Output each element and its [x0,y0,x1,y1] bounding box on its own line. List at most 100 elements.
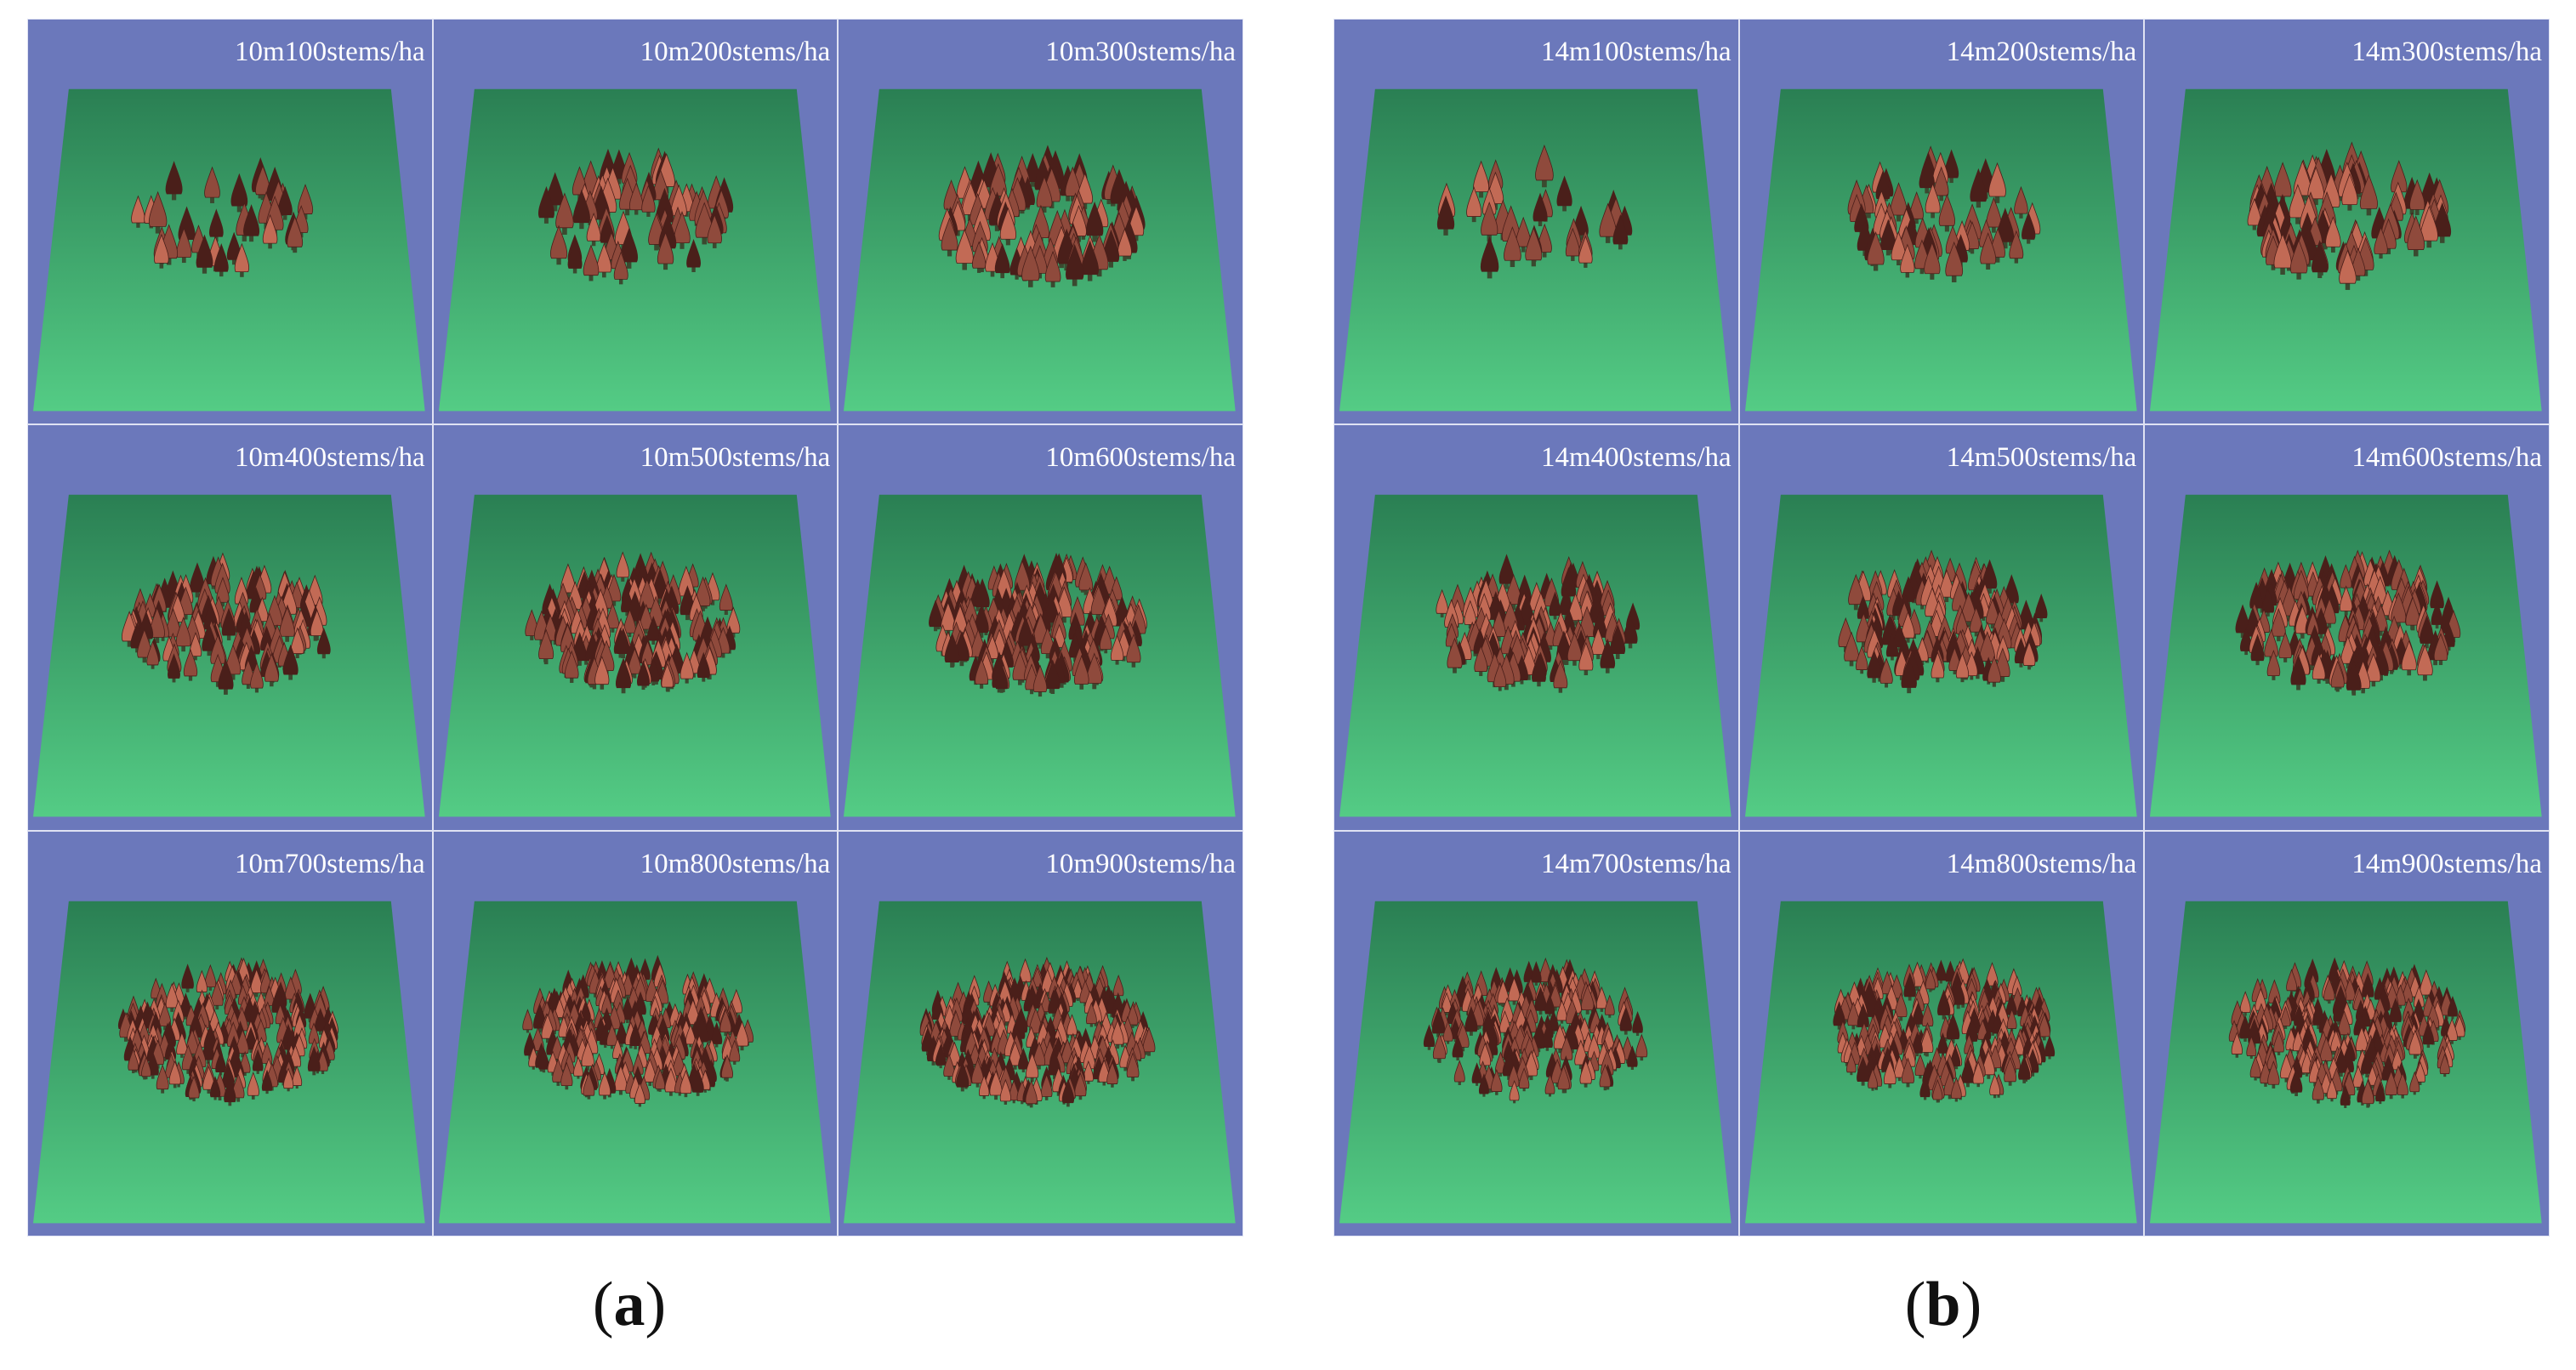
stand-label: 10m200stems/ha [640,37,831,67]
tree [1481,201,1498,236]
tree [264,985,275,1006]
tree [646,616,660,641]
tree [572,189,590,224]
tree [176,227,192,258]
stand-render-10m-300: 10m300stems/ha [838,19,1243,425]
tree [234,242,250,273]
tree [210,980,224,1006]
tree [697,651,710,679]
tree [720,1054,733,1078]
tree [1987,656,2001,683]
tree [1879,219,1896,251]
tree [1901,1057,1914,1083]
tree [2434,633,2448,662]
tree [283,1067,294,1089]
tree [2397,1072,2409,1095]
stand-scene [438,88,831,412]
tree [2407,215,2425,250]
tree [1127,1051,1140,1077]
tree [250,968,263,993]
stand-scene [1339,495,1732,817]
stand-scene [1744,495,2137,817]
tree [2320,1036,2334,1061]
tree [1492,609,1506,638]
stand-scene [32,495,425,817]
tree [1553,660,1568,689]
tree [1531,960,1542,983]
tree [1901,611,1915,639]
tree [1867,1067,1878,1089]
tree-group [1436,554,1641,694]
tree [1033,1041,1046,1066]
tree [2246,1035,2257,1056]
tree [2415,1060,2426,1083]
tree [1471,1061,1482,1083]
tree [1568,593,1583,622]
tree [1447,637,1463,668]
tree [1595,986,1607,1009]
stand-scene [2150,88,2543,412]
tree [685,998,700,1025]
tree [1937,1032,1948,1054]
tree [1903,971,1916,997]
tree [2351,247,2366,276]
tree [680,651,694,679]
tree [2290,1067,2303,1093]
tree [2280,1053,2294,1078]
tree [218,658,234,690]
tree [1579,1059,1592,1084]
panel-b-grid: 14m100stems/ha 14m200stems/ha 14m300stems/… [1333,19,2551,1236]
tree [1912,1001,1924,1025]
tree [189,632,202,657]
tree [1914,1053,1925,1076]
stand-label: 14m700stems/ha [1541,848,1732,879]
stand-scene [438,495,831,817]
tree [1600,639,1616,669]
tree [643,1057,656,1083]
tree [154,233,169,264]
tree [1856,1055,1869,1082]
tree [1559,588,1573,616]
tree [1498,554,1515,584]
tree [2340,1084,2351,1106]
tree [629,1022,641,1046]
tree [2312,652,2326,680]
tree [1508,976,1521,1001]
tree [2312,240,2329,273]
tree [2352,1064,2364,1088]
tree [1000,207,1017,240]
tree [1986,196,2002,228]
tree [1045,659,1061,690]
tree [661,662,674,688]
tree [532,1002,546,1029]
tree [165,161,183,195]
tree [1979,232,1996,264]
tree [2431,600,2443,626]
tree [2334,1047,2348,1073]
tree [521,1008,533,1030]
ground-plane [438,901,831,1224]
tree-group [919,956,1156,1108]
tree [2232,1031,2243,1055]
tree [1431,1009,1445,1034]
tree [176,1031,188,1055]
tree [2405,596,2421,626]
stand-render-10m-400: 10m400stems/ha [27,424,433,831]
tree [226,231,242,260]
tree [1982,559,1997,589]
tree [1026,1051,1039,1078]
stand-label: 10m100stems/ha [235,37,425,67]
tree [1879,657,1893,685]
tree [202,1065,215,1090]
tree [282,645,299,675]
tree [146,640,159,666]
tree [216,577,230,603]
panel-a: 10m100stems/ha 10m200stems/ha 10m300stems/… [27,19,1243,1236]
tree [1847,574,1864,605]
tree [2017,1055,2031,1080]
stand-label: 14m900stems/ha [2351,848,2542,879]
tree [972,241,987,269]
tree [1466,186,1482,217]
tree [168,1060,181,1084]
tree [2325,216,2341,247]
